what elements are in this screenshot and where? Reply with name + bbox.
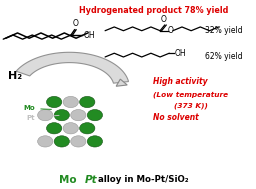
Text: 32% yield: 32% yield: [205, 26, 243, 35]
Circle shape: [80, 123, 95, 134]
Circle shape: [38, 109, 53, 121]
Text: OH: OH: [83, 31, 95, 40]
Text: (Low temperature: (Low temperature: [153, 91, 229, 98]
Circle shape: [54, 136, 69, 147]
Circle shape: [87, 109, 103, 121]
Text: Pt: Pt: [85, 175, 97, 185]
Circle shape: [87, 136, 103, 147]
Text: 62% yield: 62% yield: [205, 53, 243, 61]
Text: alloy in Mo-Pt/SiO₂: alloy in Mo-Pt/SiO₂: [98, 175, 189, 184]
Circle shape: [71, 109, 86, 121]
Circle shape: [38, 136, 53, 147]
Text: Mo: Mo: [59, 175, 77, 185]
Text: O: O: [160, 15, 166, 24]
Circle shape: [54, 109, 69, 121]
Text: (373 K)): (373 K)): [174, 102, 208, 109]
Circle shape: [80, 96, 95, 108]
Circle shape: [47, 123, 62, 134]
Text: Pt: Pt: [26, 115, 59, 121]
Text: No solvent: No solvent: [153, 112, 199, 122]
Circle shape: [47, 96, 62, 108]
Circle shape: [71, 136, 86, 147]
Text: O: O: [168, 26, 174, 35]
Polygon shape: [116, 79, 127, 86]
Text: O: O: [72, 19, 78, 28]
Circle shape: [63, 96, 78, 108]
Circle shape: [63, 123, 78, 134]
Text: OH: OH: [175, 49, 186, 58]
Text: H₂: H₂: [8, 71, 22, 81]
Polygon shape: [16, 52, 129, 83]
Text: Mo: Mo: [24, 105, 51, 112]
Text: High activity: High activity: [153, 77, 208, 86]
Text: Hydrogenated product 78% yield: Hydrogenated product 78% yield: [79, 6, 228, 15]
